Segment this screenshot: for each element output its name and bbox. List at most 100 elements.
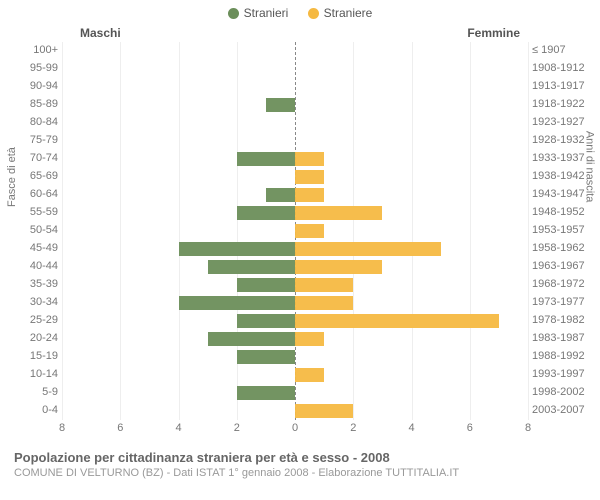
pyramid-row: 100+≤ 1907 (62, 42, 528, 60)
age-label: 80-84 (20, 116, 58, 128)
bar-area (62, 314, 528, 328)
age-label: 15-19 (20, 350, 58, 362)
age-label: 90-94 (20, 80, 58, 92)
bar-area (62, 350, 528, 364)
x-tick: 2 (350, 422, 356, 434)
legend-swatch-female (308, 8, 319, 19)
legend-item-female: Straniere (308, 6, 373, 20)
bar-female (295, 314, 499, 328)
birth-year-label: 1988-1992 (532, 350, 596, 362)
age-label: 45-49 (20, 242, 58, 254)
bar-area (62, 152, 528, 166)
pyramid-row: 50-541953-1957 (62, 222, 528, 240)
bar-area (62, 224, 528, 238)
birth-year-label: 1998-2002 (532, 386, 596, 398)
birth-year-label: ≤ 1907 (532, 44, 596, 56)
birth-year-label: 1958-1962 (532, 242, 596, 254)
bar-area (62, 170, 528, 184)
legend: Stranieri Straniere (0, 0, 600, 22)
bar-male (179, 296, 296, 310)
bar-female (295, 278, 353, 292)
legend-swatch-male (228, 8, 239, 19)
x-tick: 8 (525, 422, 531, 434)
birth-year-label: 1963-1967 (532, 260, 596, 272)
bar-male (237, 206, 295, 220)
bar-area (62, 134, 528, 148)
x-tick: 4 (408, 422, 414, 434)
birth-year-label: 1993-1997 (532, 368, 596, 380)
bar-area (62, 44, 528, 58)
age-label: 65-69 (20, 170, 58, 182)
pyramid-row: 10-141993-1997 (62, 366, 528, 384)
pyramid-row: 70-741933-1937 (62, 150, 528, 168)
age-label: 60-64 (20, 188, 58, 200)
age-label: 75-79 (20, 134, 58, 146)
pyramid-row: 45-491958-1962 (62, 240, 528, 258)
age-label: 10-14 (20, 368, 58, 380)
age-label: 55-59 (20, 206, 58, 218)
birth-year-label: 1953-1957 (532, 224, 596, 236)
bar-area (62, 386, 528, 400)
age-label: 85-89 (20, 98, 58, 110)
age-label: 40-44 (20, 260, 58, 272)
birth-year-label: 1948-1952 (532, 206, 596, 218)
chart-title: Popolazione per cittadinanza straniera p… (14, 450, 600, 465)
birth-year-label: 1918-1922 (532, 98, 596, 110)
legend-item-male: Stranieri (228, 6, 289, 20)
bar-area (62, 278, 528, 292)
birth-year-label: 1913-1917 (532, 80, 596, 92)
birth-year-label: 1968-1972 (532, 278, 596, 290)
age-label: 5-9 (20, 386, 58, 398)
bar-female (295, 188, 324, 202)
bar-area (62, 296, 528, 310)
bar-area (62, 80, 528, 94)
pyramid-row: 15-191988-1992 (62, 348, 528, 366)
age-label: 95-99 (20, 62, 58, 74)
x-tick: 6 (117, 422, 123, 434)
pyramid-row: 95-991908-1912 (62, 60, 528, 78)
birth-year-label: 1908-1912 (532, 62, 596, 74)
birth-year-label: 1928-1932 (532, 134, 596, 146)
x-tick: 2 (234, 422, 240, 434)
pyramid-row: 85-891918-1922 (62, 96, 528, 114)
birth-year-label: 2003-2007 (532, 404, 596, 416)
grid-line (528, 42, 529, 420)
bar-area (62, 98, 528, 112)
pyramid-row: 80-841923-1927 (62, 114, 528, 132)
bar-male (208, 332, 295, 346)
age-label: 100+ (20, 44, 58, 56)
pyramid-row: 65-691938-1942 (62, 168, 528, 186)
bar-area (62, 368, 528, 382)
bar-male (237, 152, 295, 166)
chart-subtitle: COMUNE DI VELTURNO (BZ) - Dati ISTAT 1° … (14, 467, 600, 479)
bar-male (237, 350, 295, 364)
plot-area: Fasce di età Anni di nascita 100+≤ 19079… (62, 42, 528, 420)
bar-male (266, 98, 295, 112)
bar-male (179, 242, 296, 256)
pyramid-row: 5-91998-2002 (62, 384, 528, 402)
legend-label-male: Stranieri (244, 6, 289, 20)
birth-year-label: 1943-1947 (532, 188, 596, 200)
bar-female (295, 224, 324, 238)
bar-area (62, 404, 528, 418)
bar-area (62, 206, 528, 220)
pyramid-row: 25-291978-1982 (62, 312, 528, 330)
pyramid-row: 40-441963-1967 (62, 258, 528, 276)
pyramid-row: 55-591948-1952 (62, 204, 528, 222)
pyramid-row: 30-341973-1977 (62, 294, 528, 312)
birth-year-label: 1938-1942 (532, 170, 596, 182)
column-headers: Maschi Femmine (0, 22, 600, 42)
bar-male (208, 260, 295, 274)
bar-female (295, 332, 324, 346)
bar-female (295, 242, 441, 256)
bar-female (295, 260, 382, 274)
column-header-right: Femmine (467, 26, 520, 40)
bar-male (237, 386, 295, 400)
bar-female (295, 368, 324, 382)
column-header-left: Maschi (80, 26, 121, 40)
age-label: 25-29 (20, 314, 58, 326)
chart-footer: Popolazione per cittadinanza straniera p… (0, 436, 600, 479)
bar-area (62, 188, 528, 202)
bar-area (62, 116, 528, 130)
x-tick: 0 (292, 422, 298, 434)
